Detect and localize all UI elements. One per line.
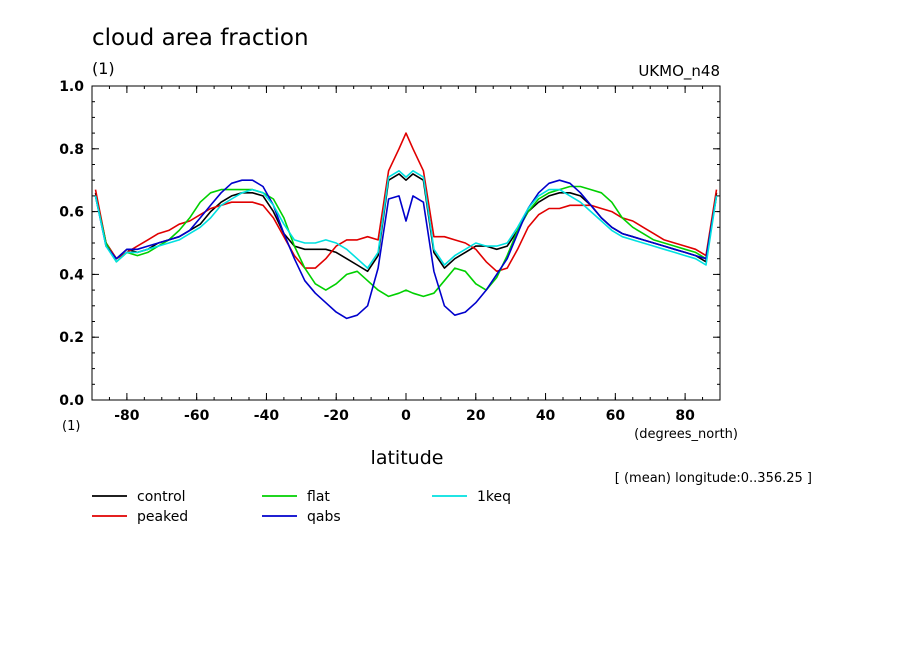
x-axis-label: latitude [371,447,444,469]
x-tick-label: -20 [324,408,350,424]
y-tick-label: 0.2 [59,330,84,346]
series-lines [94,132,718,320]
x-tick-label: 60 [606,408,626,424]
x-axis: -80 -60 -40 -20 0 20 40 60 80 [114,86,695,424]
series-line-peaked [94,132,718,273]
x-tick-label: 20 [466,408,486,424]
y-axis-unit-bottom: (1) [62,419,80,434]
series-line-qabs [94,179,718,320]
legend-label-flat: flat [307,489,330,505]
y-tick-label: 0.4 [59,267,84,283]
chart-subtitle: UKMO_n48 [638,62,720,81]
legend-label-peaked: peaked [137,509,188,525]
x-tick-label: 0 [401,408,411,424]
series-line-1keq [94,170,718,269]
y-tick-label: 0.8 [59,142,84,158]
chart-title: cloud area fraction [92,25,309,51]
chart-footnote: [ (mean) longitude:0..356.25 ] [615,471,812,486]
y-axis-label: (1) [92,59,115,78]
y-axis: 0.0 0.2 0.4 0.6 0.8 1.0 [59,79,720,409]
x-tick-label: -40 [254,408,280,424]
x-tick-label: 80 [675,408,695,424]
series-line-control [94,173,718,273]
x-tick-label: -80 [114,408,140,424]
series-line-flat [94,185,718,298]
legend-label-control: control [137,489,186,505]
y-tick-label: 0.0 [59,393,84,409]
y-tick-label: 0.6 [59,205,84,221]
x-axis-unit: (degrees_north) [634,427,738,442]
y-tick-label: 1.0 [59,79,84,95]
x-tick-label: 40 [536,408,556,424]
legend-label-1keq: 1keq [477,489,511,505]
x-tick-label: -60 [184,408,210,424]
legend: control peaked flat qabs 1keq [92,489,511,525]
legend-label-qabs: qabs [307,509,341,525]
